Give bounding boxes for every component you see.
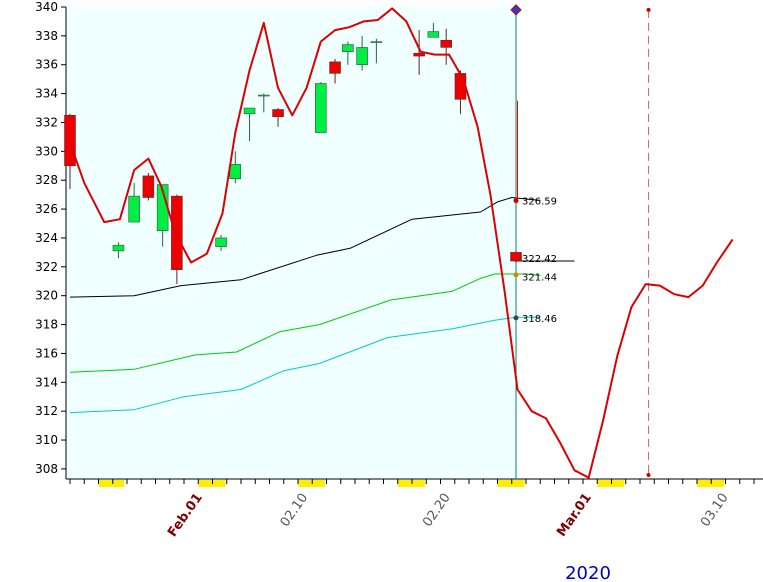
- weekend-band: [597, 480, 625, 487]
- candle-up: [315, 83, 327, 133]
- y-tick-label: 330: [35, 144, 58, 158]
- y-tick-label: 340: [35, 0, 58, 14]
- y-tick-label: 308: [35, 462, 58, 476]
- ma-green-line: [69, 273, 541, 373]
- candle-up: [128, 195, 140, 223]
- future-marker-bottom-dot: [646, 473, 651, 477]
- candle-up: [258, 94, 270, 97]
- y-tick-label: 334: [35, 87, 58, 101]
- weekend-band: [397, 480, 425, 487]
- candle-up: [243, 107, 256, 115]
- x-tick-label: 03.10: [698, 491, 732, 530]
- candle-down: [171, 195, 183, 270]
- candle-down: [510, 252, 522, 262]
- candle-up: [427, 31, 440, 38]
- y-tick-label: 322: [35, 260, 58, 274]
- current-diamond-marker: [510, 4, 522, 16]
- year-label: 2020: [565, 563, 611, 582]
- candle-down: [413, 52, 425, 57]
- y-tick-label: 314: [35, 375, 58, 389]
- y-tick-label: 324: [35, 231, 58, 245]
- history-background: [66, 7, 517, 479]
- candle-down: [64, 115, 76, 167]
- y-tick-label: 336: [35, 58, 58, 72]
- x-tick-label: Mar.01: [554, 491, 595, 540]
- forecast-background: [516, 7, 763, 479]
- weekend-band: [98, 480, 125, 487]
- annotation-label: 321.44: [522, 272, 557, 283]
- annotation-label: 318.46: [522, 314, 557, 325]
- candle-up: [356, 47, 368, 65]
- weekend-band: [198, 480, 226, 487]
- candle-up: [229, 164, 242, 180]
- y-tick-label: 332: [35, 115, 58, 129]
- ma-black-line: [69, 197, 541, 298]
- y-tick-label: 318: [35, 318, 58, 332]
- y-tick-label: 316: [35, 346, 58, 360]
- annotation-label: 322.42: [522, 254, 557, 265]
- candle-down: [329, 61, 341, 74]
- y-tick-label: 338: [35, 29, 58, 43]
- y-tick-label: 326: [35, 202, 58, 216]
- future-marker-top-dot: [646, 7, 651, 12]
- annotation-dot: [513, 272, 519, 278]
- candle-down: [454, 73, 467, 100]
- candle-down: [440, 39, 452, 48]
- y-tick-label: 320: [35, 289, 58, 303]
- candle-up: [112, 244, 125, 252]
- candle-down: [272, 109, 284, 117]
- forecast-line: [69, 7, 734, 479]
- x-tick-label: 02.10: [278, 491, 312, 530]
- candle-up: [370, 41, 383, 43]
- x-tick-label: Feb.01: [165, 491, 206, 540]
- y-tick-label: 312: [35, 404, 58, 418]
- candle-down: [142, 175, 155, 198]
- annotation-label: 326.59: [522, 197, 557, 208]
- weekend-band: [497, 480, 525, 487]
- candle-up: [215, 237, 227, 247]
- annotation-dot: [513, 315, 519, 321]
- weekend-band: [298, 480, 326, 487]
- y-tick-label: 328: [35, 173, 58, 187]
- weekend-band: [697, 480, 725, 487]
- candle-up: [342, 44, 354, 52]
- ma-cyan-line: [69, 316, 541, 414]
- x-tick-label: 02.20: [420, 491, 454, 530]
- y-tick-label: 310: [35, 433, 58, 447]
- annotation-dot: [513, 198, 519, 204]
